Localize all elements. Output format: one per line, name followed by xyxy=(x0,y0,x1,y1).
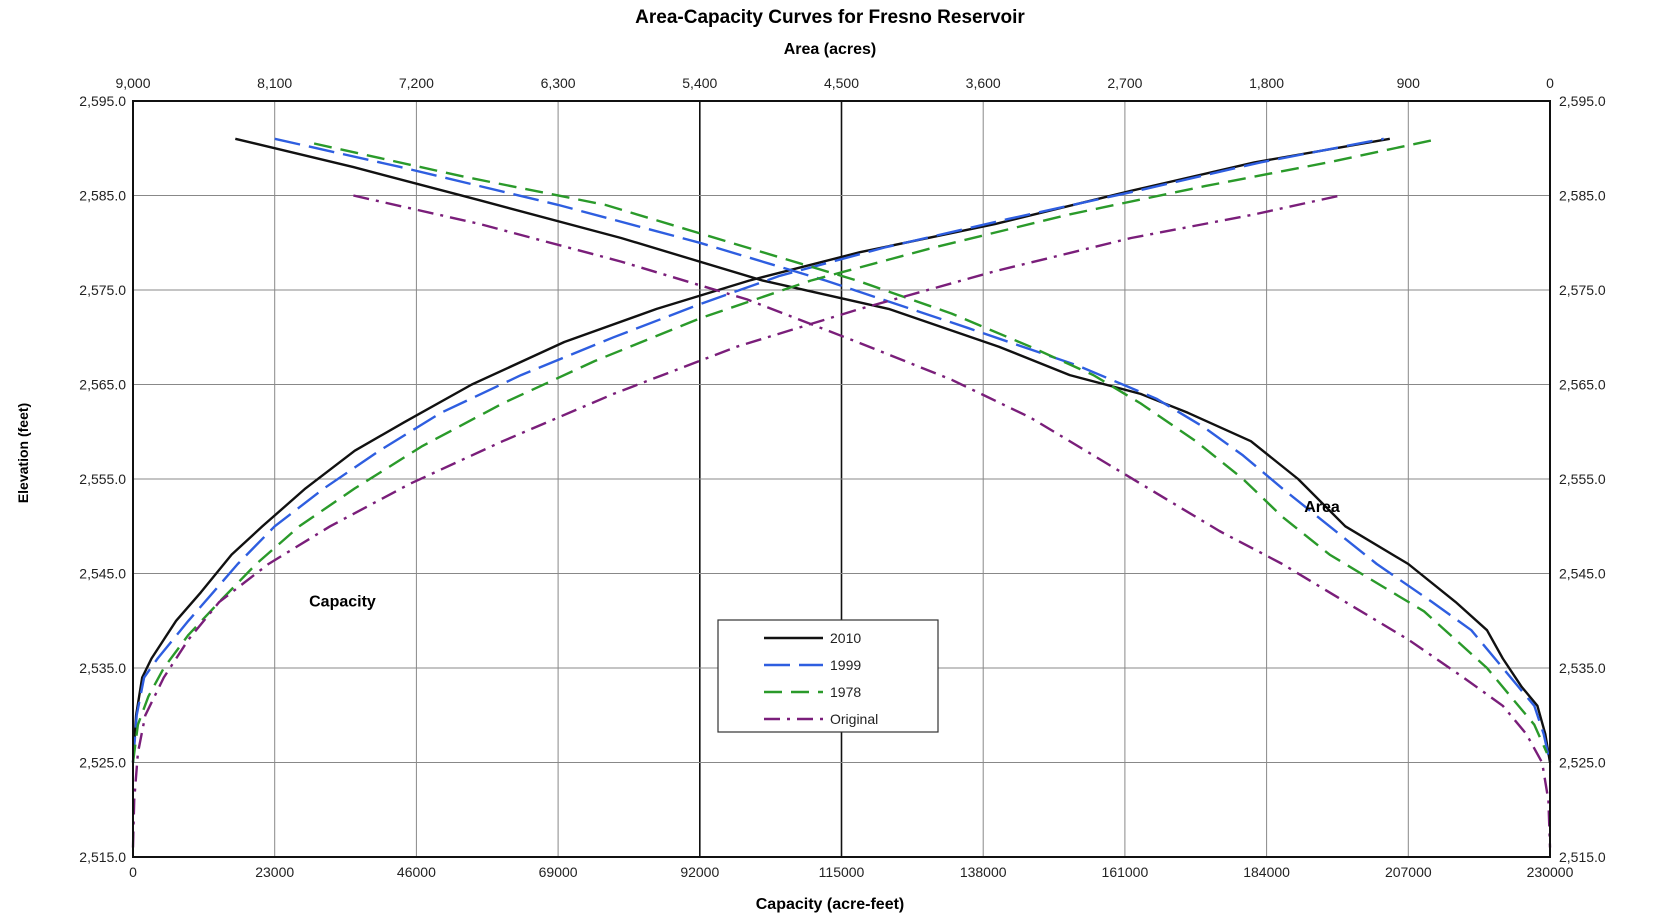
right-tick-label: 2,585.0 xyxy=(1559,188,1606,204)
tick-labels: 9,000 8,100 7,200 6,300 5,400 4,500 3,600 2,700… xyxy=(79,75,1606,880)
left-tick-label: 2,515.0 xyxy=(79,849,126,865)
right-tick-label: 2,595.0 xyxy=(1559,93,1606,109)
bottom-tick-label: 0 xyxy=(129,864,137,880)
left-tick-label: 2,565.0 xyxy=(79,377,126,393)
top-axis-title: Area (acres) xyxy=(784,41,877,58)
right-tick-label: 2,565.0 xyxy=(1559,377,1606,393)
chart-title: Area-Capacity Curves for Fresno Reservoi… xyxy=(635,7,1025,28)
area-curve-2010 xyxy=(235,137,1552,763)
bottom-tick-label: 230000 xyxy=(1527,864,1574,880)
grid xyxy=(132,100,1551,858)
top-tick-label: 6,300 xyxy=(541,75,576,91)
legend: 2010 1999 1978 Original xyxy=(717,619,939,733)
left-tick-label: 2,585.0 xyxy=(79,188,126,204)
top-tick-label: 4,500 xyxy=(824,75,859,91)
bottom-axis-title: Capacity (acre-feet) xyxy=(756,896,905,913)
capacity-curve-1999 xyxy=(131,137,1384,763)
left-tick-label: 2,555.0 xyxy=(79,471,126,487)
top-tick-label: 8,100 xyxy=(257,75,292,91)
legend-box xyxy=(717,619,939,733)
right-tick-label: 2,515.0 xyxy=(1559,849,1606,865)
top-tick-label: 9,000 xyxy=(115,75,150,91)
bottom-tick-label: 161000 xyxy=(1102,864,1149,880)
capacity-curve-original xyxy=(131,194,1341,848)
capacity-curve-1978 xyxy=(131,137,1440,763)
top-tick-label: 0 xyxy=(1546,75,1554,91)
area-curve-1978 xyxy=(313,142,1548,754)
area-curve-original xyxy=(353,194,1552,848)
bottom-tick-label: 138000 xyxy=(960,864,1007,880)
right-tick-label: 2,555.0 xyxy=(1559,471,1606,487)
right-tick-label: 2,575.0 xyxy=(1559,282,1606,298)
bottom-tick-label: 23000 xyxy=(255,864,294,880)
left-tick-label: 2,525.0 xyxy=(79,755,126,771)
left-tick-label: 2,595.0 xyxy=(79,93,126,109)
annotation-capacity: Capacity xyxy=(309,594,376,611)
bottom-tick-label: 46000 xyxy=(397,864,436,880)
top-tick-label: 1,800 xyxy=(1249,75,1284,91)
left-tick-label: 2,575.0 xyxy=(79,282,126,298)
right-tick-label: 2,545.0 xyxy=(1559,566,1606,582)
left-tick-label: 2,535.0 xyxy=(79,660,126,676)
legend-label-original: Original xyxy=(830,711,878,727)
bottom-tick-label: 184000 xyxy=(1243,864,1290,880)
legend-label-1978: 1978 xyxy=(830,684,861,700)
right-tick-label: 2,525.0 xyxy=(1559,755,1606,771)
bottom-tick-label: 115000 xyxy=(819,864,865,880)
top-tick-label: 7,200 xyxy=(399,75,434,91)
top-tick-label: 3,600 xyxy=(966,75,1001,91)
annotation-area: Area xyxy=(1304,499,1340,516)
annotations: Capacity Area xyxy=(309,499,1340,611)
top-tick-label: 900 xyxy=(1397,75,1421,91)
top-tick-label: 5,400 xyxy=(682,75,717,91)
bottom-tick-label: 207000 xyxy=(1385,864,1432,880)
bottom-tick-label: 69000 xyxy=(539,864,578,880)
plot-frame xyxy=(132,100,1551,858)
bottom-tick-label: 92000 xyxy=(680,864,719,880)
top-tick-label: 2,700 xyxy=(1107,75,1142,91)
legend-label-1999: 1999 xyxy=(830,657,861,673)
left-tick-label: 2,545.0 xyxy=(79,566,126,582)
curves xyxy=(131,137,1552,848)
legend-label-2010: 2010 xyxy=(830,630,861,646)
left-axis-title: Elevation (feet) xyxy=(15,403,31,503)
right-tick-label: 2,535.0 xyxy=(1559,660,1606,676)
area-curve-1999 xyxy=(274,137,1552,763)
